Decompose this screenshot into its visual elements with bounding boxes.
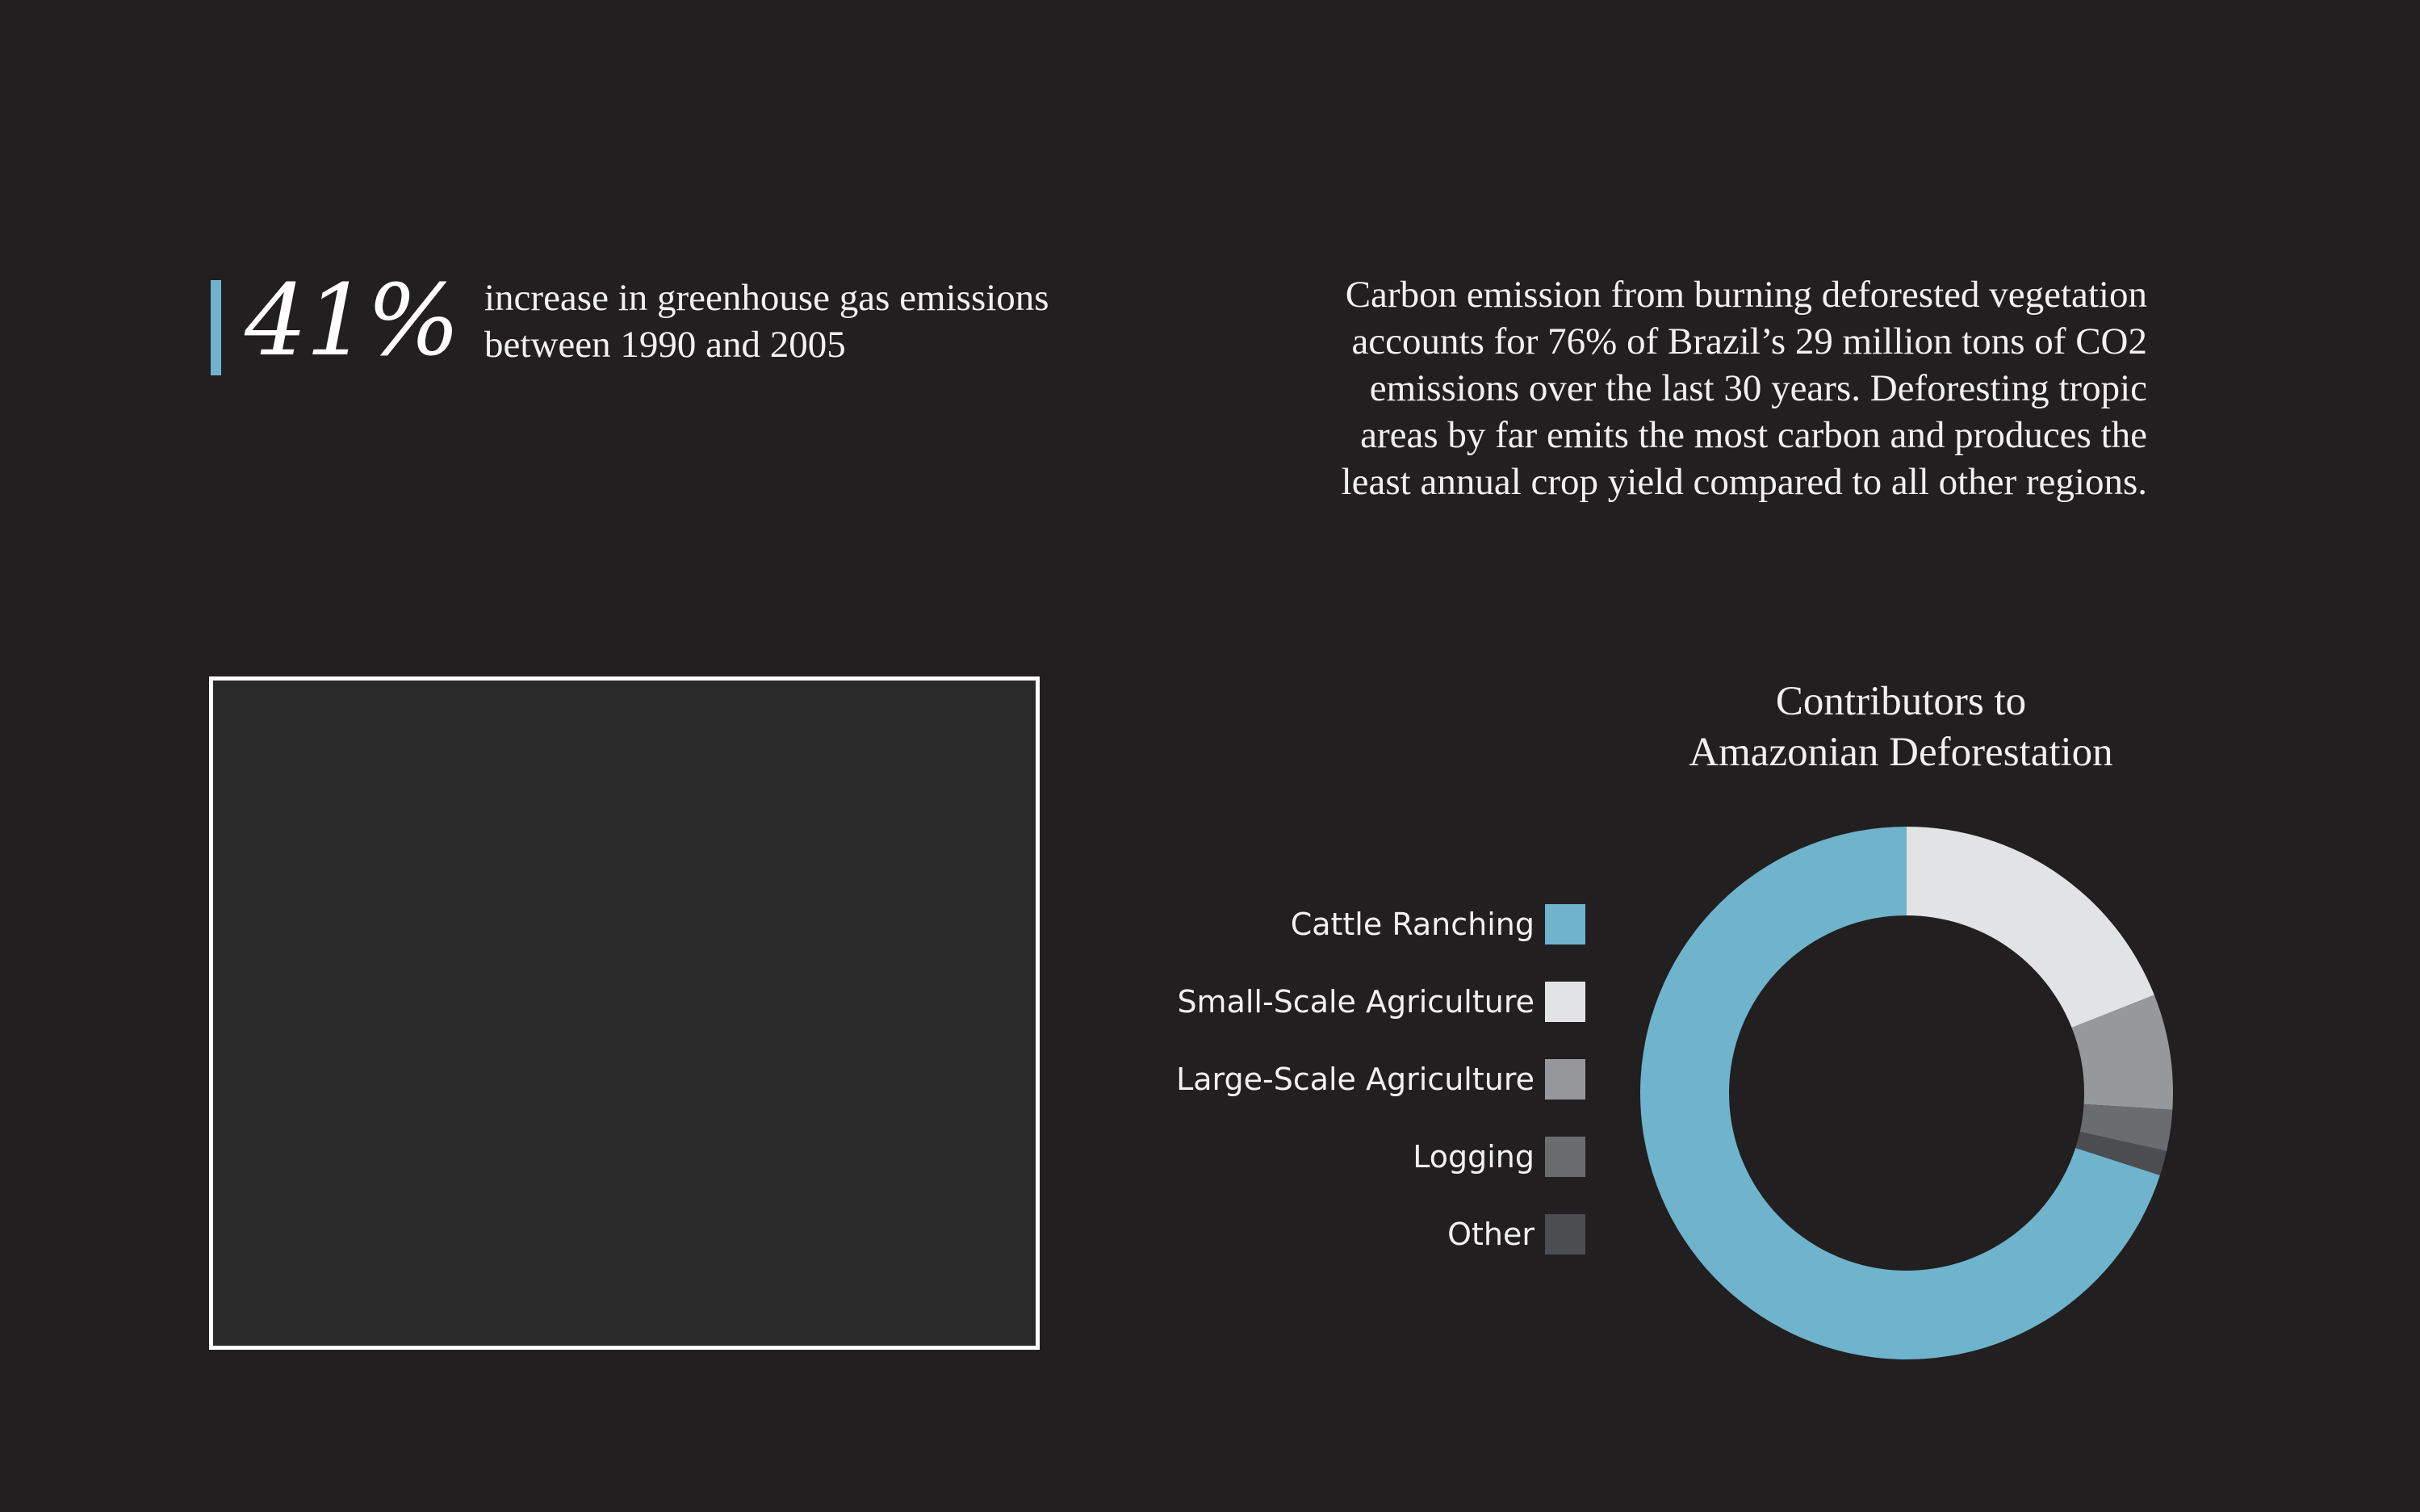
donut-chart [1640,827,2173,1359]
paragraph-line: least annual crop yield compared to all … [1341,461,2147,503]
stat-value: 41% [245,263,460,378]
legend-swatch [1545,982,1585,1022]
legend-label: Logging [1413,1139,1534,1175]
accent-bar [211,280,221,375]
summary-paragraph: Carbon emission from burning deforested … [1162,271,2147,505]
paragraph-line: areas by far emits the most carbon and p… [1360,414,2147,456]
legend-item: Large-Scale Agriculture [1114,1059,1598,1099]
legend-swatch [1545,1059,1585,1099]
donut-slice-cattle-ranching [1640,827,2160,1359]
paragraph-line: accounts for 76% of Brazil’s 29 million … [1351,320,2147,362]
donut-slice-large-scale-agriculture [2071,995,2173,1110]
paragraph-line: Carbon emission from burning deforested … [1345,274,2147,316]
chart-title: Contributors to Amazonian Deforestation [1582,676,2220,778]
chart-title-line-2: Amazonian Deforestation [1689,730,2113,775]
legend-label: Small-Scale Agriculture [1177,984,1534,1020]
legend-label: Other [1447,1217,1534,1252]
legend-item: Cattle Ranching [1114,904,1598,944]
legend-item: Other [1114,1214,1598,1254]
legend-swatch [1545,1214,1585,1254]
image-placeholder-frame [209,676,1040,1350]
legend-item: Logging [1114,1137,1598,1177]
legend-label: Large-Scale Agriculture [1176,1062,1534,1097]
legend-label: Cattle Ranching [1290,907,1534,942]
legend-swatch [1545,904,1585,944]
legend-item: Small-Scale Agriculture [1114,982,1598,1022]
donut-slice-logging [2079,1104,2173,1151]
stat-line-2: between 1990 and 2005 [484,324,846,366]
donut-slice-small-scale-agriculture [1907,827,2154,1028]
chart-title-line-1: Contributors to [1775,679,2027,724]
legend-swatch [1545,1137,1585,1177]
stat-line-1: increase in greenhouse gas emissions [484,277,1049,319]
donut-slice-other [2075,1131,2167,1175]
stat-description: increase in greenhouse gas emissions bet… [484,274,1146,368]
paragraph-line: emissions over the last 30 years. Defore… [1369,367,2147,409]
